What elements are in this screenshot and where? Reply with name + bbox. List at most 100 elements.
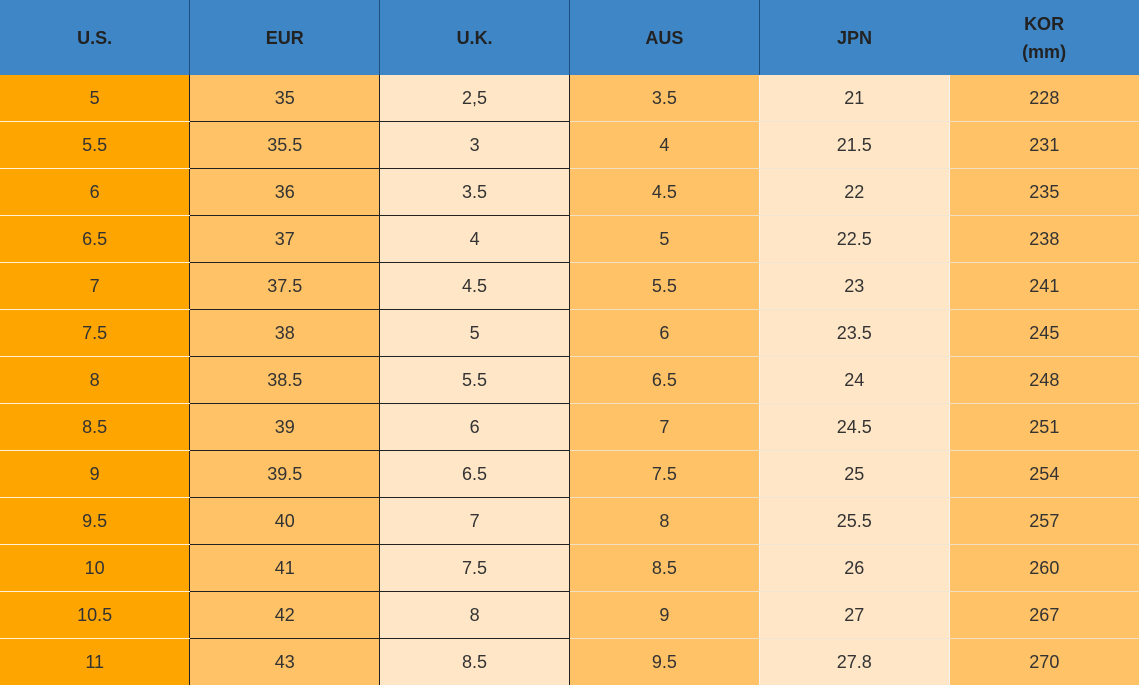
table-cell: 8 bbox=[0, 356, 191, 404]
table-cell: 37.5 bbox=[189, 262, 381, 310]
table-cell: 37 bbox=[189, 215, 381, 263]
table-cell: 9.5 bbox=[569, 638, 760, 685]
table-cell: 4 bbox=[379, 215, 570, 263]
table-cell: 11 bbox=[0, 638, 191, 685]
table-cell: 21.5 bbox=[759, 121, 950, 169]
table-cell: 24.5 bbox=[759, 403, 950, 451]
table-cell: 24 bbox=[759, 356, 950, 404]
table-cell: 2,5 bbox=[379, 75, 570, 122]
table-cell: 241 bbox=[949, 262, 1139, 310]
table-row: 8 38.5 5.5 6.5 24 248 bbox=[0, 356, 1139, 404]
table-cell: 26 bbox=[759, 544, 950, 592]
table-row: 5 35 2,5 3.5 21 228 bbox=[0, 75, 1139, 122]
table-cell: 39 bbox=[189, 403, 381, 451]
table-cell: 5 bbox=[0, 75, 191, 122]
table-row: 10 41 7.5 8.5 26 260 bbox=[0, 544, 1139, 592]
table-row: 6.5 37 4 5 22.5 238 bbox=[0, 215, 1139, 263]
table-cell: 5.5 bbox=[379, 356, 570, 404]
header-row: U.S. EUR U.K. AUS JPN KOR (mm) bbox=[0, 0, 1139, 75]
table-cell: 35.5 bbox=[189, 121, 381, 169]
table-cell: 39.5 bbox=[189, 450, 381, 498]
column-header: U.K. bbox=[379, 0, 570, 75]
table-cell: 6 bbox=[569, 309, 760, 357]
table-header: U.S. EUR U.K. AUS JPN KOR (mm) bbox=[0, 0, 1139, 75]
table-cell: 254 bbox=[949, 450, 1139, 498]
table-row: 10.5 42 8 9 27 267 bbox=[0, 591, 1139, 639]
table-cell: 231 bbox=[949, 121, 1139, 169]
table-cell: 3.5 bbox=[379, 168, 570, 216]
column-header: AUS bbox=[569, 0, 760, 75]
table-cell: 38 bbox=[189, 309, 381, 357]
table-cell: 21 bbox=[759, 75, 950, 122]
table-cell: 8 bbox=[379, 591, 570, 639]
table-cell: 267 bbox=[949, 591, 1139, 639]
table-row: 8.5 39 6 7 24.5 251 bbox=[0, 403, 1139, 451]
table-cell: 7 bbox=[0, 262, 191, 310]
table-cell: 22 bbox=[759, 168, 950, 216]
table-cell: 3.5 bbox=[569, 75, 760, 122]
table-cell: 23 bbox=[759, 262, 950, 310]
table-cell: 8.5 bbox=[569, 544, 760, 592]
table-cell: 9.5 bbox=[0, 497, 191, 545]
table-cell: 42 bbox=[189, 591, 381, 639]
table-cell: 27.8 bbox=[759, 638, 950, 685]
table-cell: 10.5 bbox=[0, 591, 191, 639]
table-cell: 270 bbox=[949, 638, 1139, 685]
table-cell: 7.5 bbox=[379, 544, 570, 592]
column-header: U.S. bbox=[0, 0, 191, 75]
table-cell: 25 bbox=[759, 450, 950, 498]
table-cell: 40 bbox=[189, 497, 381, 545]
table-cell: 41 bbox=[189, 544, 381, 592]
table-cell: 4 bbox=[569, 121, 760, 169]
table-cell: 245 bbox=[949, 309, 1139, 357]
table-cell: 5.5 bbox=[0, 121, 191, 169]
table-cell: 5.5 bbox=[569, 262, 760, 310]
table-cell: 38.5 bbox=[189, 356, 381, 404]
table-cell: 35 bbox=[189, 75, 381, 122]
table-cell: 43 bbox=[189, 638, 381, 685]
table-cell: 9 bbox=[0, 450, 191, 498]
table-cell: 4.5 bbox=[379, 262, 570, 310]
table-row: 9 39.5 6.5 7.5 25 254 bbox=[0, 450, 1139, 498]
table-cell: 7.5 bbox=[569, 450, 760, 498]
table-row: 11 43 8.5 9.5 27.8 270 bbox=[0, 638, 1139, 685]
table-cell: 9 bbox=[569, 591, 760, 639]
table-cell: 8 bbox=[569, 497, 760, 545]
column-header: EUR bbox=[189, 0, 381, 75]
table-cell: 25.5 bbox=[759, 497, 950, 545]
table-cell: 36 bbox=[189, 168, 381, 216]
table-cell: 6 bbox=[0, 168, 191, 216]
table-cell: 6 bbox=[379, 403, 570, 451]
table-row: 7.5 38 5 6 23.5 245 bbox=[0, 309, 1139, 357]
table-cell: 257 bbox=[949, 497, 1139, 545]
table-cell: 10 bbox=[0, 544, 191, 592]
table-cell: 248 bbox=[949, 356, 1139, 404]
table-cell: 6.5 bbox=[379, 450, 570, 498]
column-header: JPN bbox=[759, 0, 950, 75]
table-row: 9.5 40 7 8 25.5 257 bbox=[0, 497, 1139, 545]
table-cell: 5 bbox=[569, 215, 760, 263]
table-cell: 228 bbox=[949, 75, 1139, 122]
table-cell: 27 bbox=[759, 591, 950, 639]
table-cell: 238 bbox=[949, 215, 1139, 263]
table-cell: 3 bbox=[379, 121, 570, 169]
table-cell: 8.5 bbox=[379, 638, 570, 685]
table-cell: 5 bbox=[379, 309, 570, 357]
table-cell: 6.5 bbox=[0, 215, 191, 263]
table-row: 5.5 35.5 3 4 21.5 231 bbox=[0, 121, 1139, 169]
table-cell: 7 bbox=[569, 403, 760, 451]
table-body: 5 35 2,5 3.5 21 228 5.5 35.5 3 4 21.5 231 6 36 3.5 4.5 2… bbox=[0, 75, 1139, 685]
table-cell: 4.5 bbox=[569, 168, 760, 216]
table-cell: 7 bbox=[379, 497, 570, 545]
table-cell: 23.5 bbox=[759, 309, 950, 357]
table-cell: 8.5 bbox=[0, 403, 191, 451]
table-cell: 260 bbox=[949, 544, 1139, 592]
table-cell: 7.5 bbox=[0, 309, 191, 357]
table-cell: 251 bbox=[949, 403, 1139, 451]
table-row: 7 37.5 4.5 5.5 23 241 bbox=[0, 262, 1139, 310]
table-row: 6 36 3.5 4.5 22 235 bbox=[0, 168, 1139, 216]
column-header: KOR (mm) bbox=[949, 0, 1139, 75]
table-cell: 235 bbox=[949, 168, 1139, 216]
